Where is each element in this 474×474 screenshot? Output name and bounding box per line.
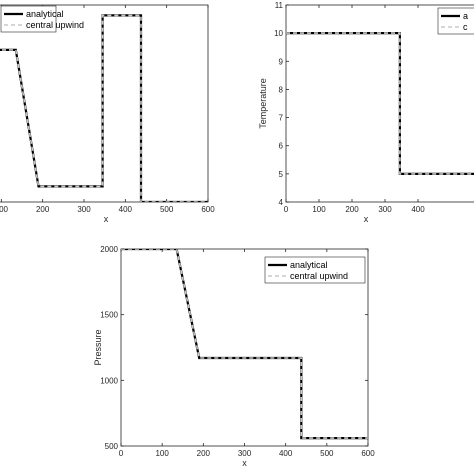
pressure-ytick-label: 1000 xyxy=(100,376,118,385)
pressure-ytick-label: 1500 xyxy=(100,311,118,320)
temperature-xtick-label: 200 xyxy=(345,205,359,214)
temperature-xtick-label: 0 xyxy=(284,205,289,214)
pressure-xtick-label: 400 xyxy=(279,449,293,458)
velocity-xtick-label: 100 xyxy=(0,205,9,214)
velocity-plot-area xyxy=(0,14,208,202)
temperature-ytick-label: 7 xyxy=(279,114,284,123)
temperature-ytick-label: 4 xyxy=(279,198,284,207)
temperature-panel: 0 100 200 300 400 4 5 6 7 8 9 10 11 x Temperature ac xyxy=(258,1,474,224)
pressure-legend-label: central upwind xyxy=(290,271,348,281)
temperature-legend: ac xyxy=(437,7,474,35)
pressure-x-axis-label: x xyxy=(242,458,247,468)
temperature-legend-label: c xyxy=(463,22,468,32)
velocity-xtick-label: 500 xyxy=(160,205,174,214)
temperature-ytick-label: 5 xyxy=(279,170,284,179)
velocity-legend-box xyxy=(0,5,57,33)
velocity-axes-box xyxy=(0,4,209,203)
temperature-ytick-label: 11 xyxy=(275,1,284,10)
temperature-legend-box xyxy=(437,7,474,35)
temperature-xtick-label: 300 xyxy=(378,205,392,214)
temperature-axes-box xyxy=(285,4,474,203)
velocity-legend-label: central upwind xyxy=(26,20,84,30)
pressure-ytick-label: 2000 xyxy=(100,245,118,254)
temperature-plot-area xyxy=(286,31,474,175)
pressure-ytick-label: 500 xyxy=(105,442,119,451)
pressure-plot-area xyxy=(121,249,368,440)
velocity-xtick-label: 400 xyxy=(119,205,133,214)
pressure-xtick-label: 600 xyxy=(361,449,375,458)
temperature-ytick-label: 8 xyxy=(279,85,284,94)
temperature-ytick-label: 10 xyxy=(274,29,283,38)
velocity-panel: 0100200300400500600xanalyticalcentral up… xyxy=(0,4,215,224)
temperature-xtick-label: 100 xyxy=(312,205,326,214)
velocity-xtick-label: 300 xyxy=(77,205,91,214)
temperature-ytick-label: 9 xyxy=(279,57,284,66)
pressure-series-central-upwind xyxy=(121,249,368,439)
velocity-legend-label: analytical xyxy=(26,9,64,19)
velocity-series-central-upwind xyxy=(0,14,208,202)
pressure-xtick-label: 100 xyxy=(155,449,169,458)
pressure-legend-label: analytical xyxy=(290,260,328,270)
velocity-xtick-label: 600 xyxy=(201,205,215,214)
pressure-xtick-label: 300 xyxy=(238,449,252,458)
pressure-y-axis-label: Pressure xyxy=(93,329,103,365)
pressure-xtick-label: 500 xyxy=(320,449,334,458)
pressure-xtick-label: 200 xyxy=(197,449,211,458)
pressure-xtick-label: 0 xyxy=(119,449,124,458)
temperature-series-central-upwind xyxy=(286,32,474,175)
temperature-ytick-label: 6 xyxy=(279,142,284,151)
velocity-xtick-label: 200 xyxy=(36,205,50,214)
temperature-x-axis-label: x xyxy=(364,214,369,224)
temperature-legend-label: a xyxy=(463,11,468,21)
pressure-legend-box xyxy=(264,256,366,284)
temperature-y-axis-label: Temperature xyxy=(258,78,268,129)
velocity-x-axis-label: x xyxy=(104,214,109,224)
pressure-panel: 0 100 200 300 400 500 600 500 1000 1500 2000 x Press… xyxy=(93,245,375,468)
temperature-xtick-label: 400 xyxy=(411,205,425,214)
